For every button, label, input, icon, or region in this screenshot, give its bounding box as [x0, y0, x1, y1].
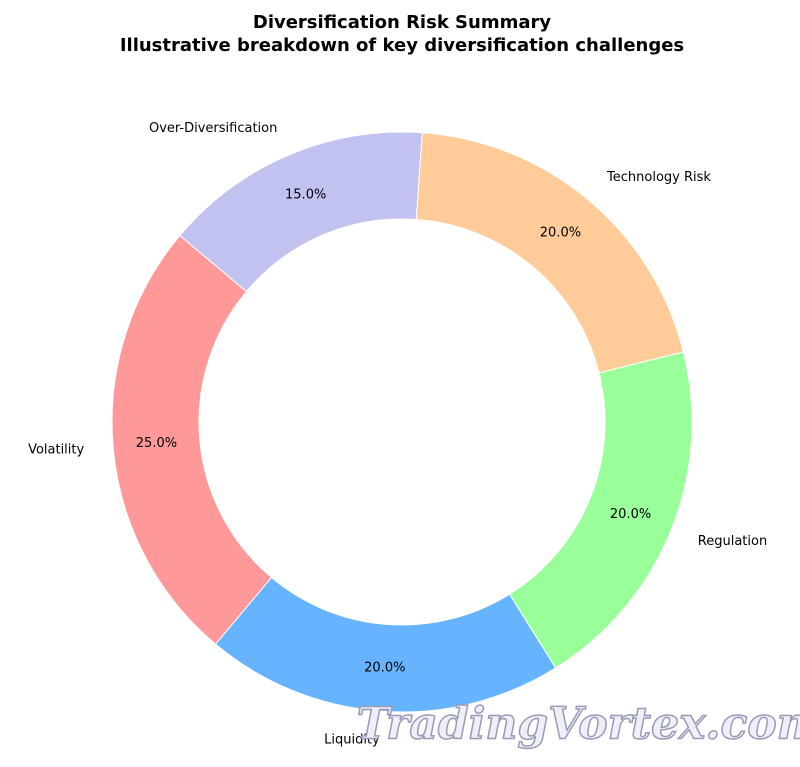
value-label: 15.0% — [285, 188, 326, 203]
value-label: 20.0% — [364, 660, 405, 675]
watermark: TradingVortex.com — [357, 699, 800, 750]
slice-label: Regulation — [698, 534, 767, 549]
slice — [179, 131, 423, 293]
chart-subtitle: Illustrative breakdown of key diversific… — [120, 35, 684, 56]
value-label: 20.0% — [610, 507, 651, 522]
slice-label: Technology Risk — [606, 170, 711, 185]
chart-title: Diversification Risk Summary — [253, 12, 551, 33]
slice-label: Over-Diversification — [149, 121, 277, 136]
value-label: 25.0% — [136, 436, 177, 451]
value-label: 20.0% — [540, 226, 581, 241]
slice — [111, 234, 273, 645]
slice — [508, 351, 693, 669]
slice-label: Volatility — [28, 442, 84, 457]
slice — [415, 132, 684, 374]
slice — [214, 576, 557, 713]
slice-label: Liquidity — [324, 733, 380, 748]
donut — [111, 131, 693, 713]
